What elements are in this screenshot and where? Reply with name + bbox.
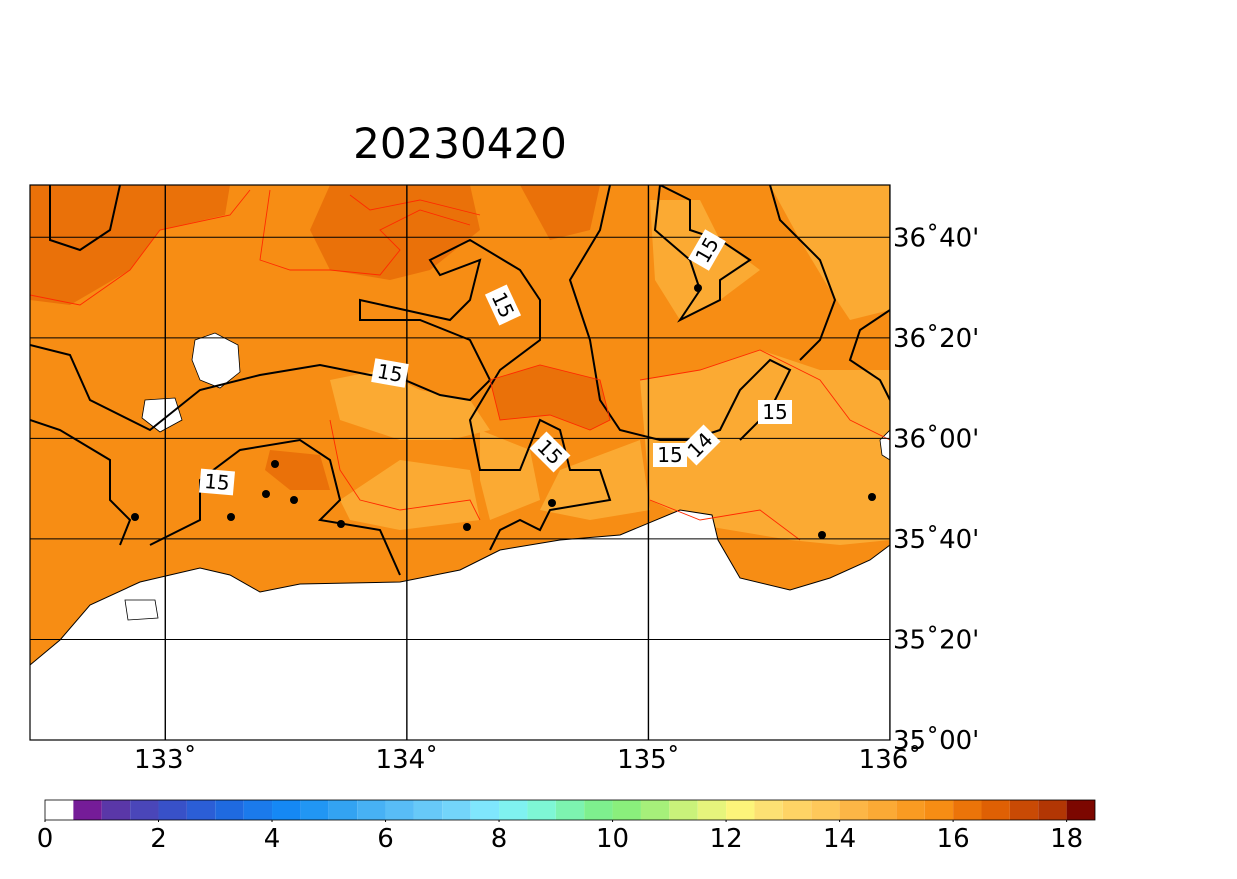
colorbar-box [215, 800, 244, 820]
stations [131, 284, 876, 539]
contour-label-box [688, 229, 726, 271]
colorbar-box [839, 800, 868, 820]
colorbar-box [896, 800, 925, 820]
contour-label-box [758, 400, 792, 424]
colorbar-box [499, 800, 528, 820]
colorbar-box [754, 800, 783, 820]
lat-label: 35˚20' [893, 625, 979, 655]
contour-label-box [199, 468, 235, 496]
colorbar-box [669, 800, 698, 820]
colorbar-box [953, 800, 982, 820]
colorbar-box [272, 800, 301, 820]
colorbar-box [413, 800, 443, 820]
lakes [124, 332, 890, 621]
lat-label: 35˚00' [893, 726, 979, 756]
colorbar-label: 16 [937, 824, 970, 854]
colorbar-box [527, 800, 556, 820]
lon-label: 135˚ [617, 745, 680, 775]
colorbar-box [726, 800, 755, 820]
contour-label: 15 [199, 468, 235, 496]
contour-label-text: 15 [375, 359, 404, 387]
colorbar-label: 2 [150, 824, 167, 854]
colorbar-box [101, 800, 131, 820]
colorbar-box [584, 800, 613, 820]
colorbar-label: 18 [1050, 824, 1083, 854]
colorbar-box [640, 800, 670, 820]
colorbar-box [1066, 800, 1095, 820]
colorbar-box [1038, 800, 1067, 820]
colorbar-box [470, 800, 500, 820]
contour-label-box [371, 358, 409, 388]
contour-label: 15 [688, 229, 726, 271]
lat-label: 36˚00' [893, 424, 979, 454]
contour-label: 15 [371, 358, 409, 388]
colorbar-box [612, 800, 641, 820]
colorbar-box [697, 800, 727, 820]
lon-label: 133˚ [134, 745, 197, 775]
colorbar-box [158, 800, 187, 820]
colorbar-box [328, 800, 358, 820]
colorbar-label: 4 [264, 824, 281, 854]
contour-label-text: 15 [762, 400, 787, 424]
lon-label: 136˚ [859, 745, 922, 775]
contour-label-text: 15 [657, 443, 682, 467]
axis-labels: 133˚ 134˚ 135˚ 136˚35˚00' 35˚20' 35˚40' 36˚00'… [134, 223, 979, 775]
colorbar-box [243, 800, 273, 820]
colorbar-box [555, 800, 585, 820]
colorbar-box [130, 800, 159, 820]
colorbar-box [357, 800, 386, 820]
lat-label: 36˚20' [893, 324, 979, 354]
colorbar-box [186, 800, 216, 820]
colorbar-box [811, 800, 840, 820]
colorbar-box [45, 800, 74, 820]
lat-label: 35˚40' [893, 525, 979, 555]
contour-label-box [529, 431, 571, 473]
colorbar-label: 0 [37, 824, 54, 854]
field-cool [330, 185, 890, 545]
colorbar-box [442, 800, 471, 820]
contour-label-text: 15 [203, 469, 230, 495]
colorbar-box [300, 800, 329, 820]
colorbar-label: 12 [710, 824, 743, 854]
lon-label: 134˚ [376, 745, 439, 775]
colorbar-box [782, 800, 812, 820]
colorbar-label: 14 [823, 824, 856, 854]
contours [30, 185, 890, 576]
colorbar-box [924, 800, 954, 820]
title: 20230420 [353, 119, 567, 168]
sea [30, 509, 890, 740]
contour-label: 14 [679, 424, 721, 466]
colorbar-box [385, 800, 414, 820]
colorbar-frame [44, 799, 1096, 821]
map-frame [29, 184, 891, 741]
colorbar-box [1009, 800, 1039, 820]
colorbar-box [867, 800, 897, 820]
colorbar-box [73, 800, 102, 820]
colorbar-label: 6 [377, 824, 394, 854]
colorbar-label: 10 [596, 824, 629, 854]
colorbar-label: 8 [491, 824, 508, 854]
field-warm [30, 185, 610, 490]
lat-label: 36˚40' [893, 223, 979, 253]
contour-label-box [484, 284, 522, 326]
contour-label-box [679, 424, 721, 466]
colorbar: 0 2 4 6 8 10 12 14 16 18 [37, 799, 1096, 854]
colorbar-box [981, 800, 1010, 820]
graticule [30, 185, 890, 740]
contour-label: 15 [758, 400, 792, 424]
